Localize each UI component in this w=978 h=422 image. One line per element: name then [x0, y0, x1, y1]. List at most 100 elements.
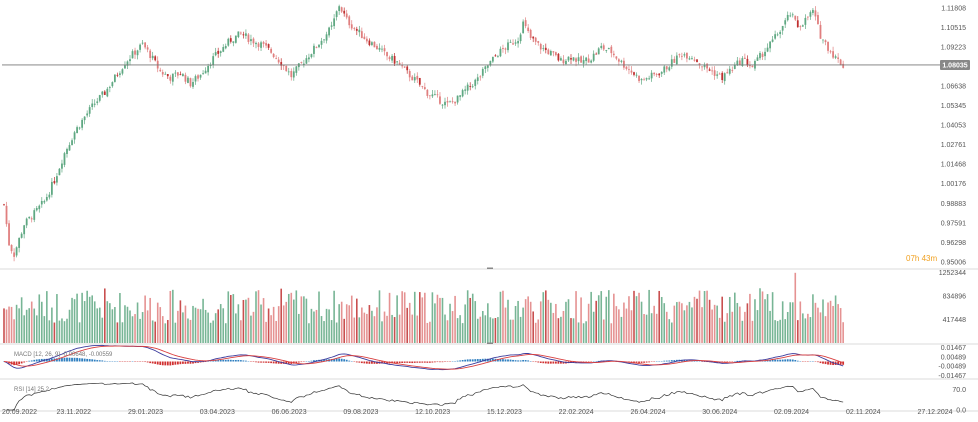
macd-histogram-bar — [185, 362, 187, 364]
volume-tick-label: 834896 — [943, 294, 966, 301]
candle-body — [192, 82, 194, 87]
volume-bar — [107, 301, 109, 343]
volume-bar — [369, 305, 371, 343]
candle-body — [474, 80, 476, 86]
volume-bar — [268, 308, 270, 343]
volume-bar — [590, 292, 592, 343]
candle-body — [457, 96, 459, 103]
candle-body — [404, 67, 406, 68]
volume-bar — [197, 309, 199, 343]
volume-bar — [573, 318, 575, 343]
macd-histogram-bar — [505, 359, 507, 361]
volume-bar — [422, 297, 424, 343]
volume-bar — [26, 310, 28, 343]
macd-histogram-bar — [366, 362, 368, 364]
volume-bar — [815, 303, 817, 343]
candle-body — [132, 51, 134, 58]
candle-body — [588, 58, 590, 62]
volume-bar — [432, 292, 434, 343]
candle-body — [424, 87, 426, 89]
candle-body — [547, 50, 549, 55]
candle-body — [817, 15, 819, 24]
candle-body — [396, 61, 398, 62]
candle-body — [694, 60, 696, 61]
macd-histogram-bar — [462, 360, 464, 362]
volume-bar — [71, 298, 73, 343]
macd-histogram-bar — [736, 361, 738, 362]
candle-body — [590, 61, 592, 63]
macd-legend: MACD [12, 26, 9] -0.00648, -0.00559 — [14, 352, 113, 358]
macd-histogram-bar — [149, 362, 151, 364]
volume-bar — [74, 299, 76, 343]
macd-histogram-bar — [311, 361, 313, 362]
volume-bar — [744, 312, 746, 343]
volume-bar — [485, 315, 487, 343]
candle-body — [394, 56, 396, 64]
rsi-panel — [7, 383, 844, 410]
x-tick-label: 02.09.2024 — [774, 409, 809, 416]
candle-body — [767, 48, 769, 52]
candle-body — [99, 95, 101, 101]
candle-body — [162, 72, 164, 74]
macd-histogram-bar — [23, 362, 25, 363]
macd-histogram-bar — [550, 362, 552, 364]
volume-bar — [66, 319, 68, 343]
volume-bar — [563, 311, 565, 343]
volume-bar — [807, 314, 809, 343]
volume-bar — [679, 302, 681, 343]
candle-body — [13, 252, 15, 256]
volume-bar — [442, 298, 444, 343]
volume-bar — [313, 312, 315, 343]
volume-bar — [505, 308, 507, 343]
macd-histogram-bar — [84, 359, 86, 362]
volume-bar — [187, 318, 189, 343]
volume-bar — [298, 314, 300, 343]
candle-body — [739, 60, 741, 65]
volume-bar — [500, 292, 502, 343]
volume-bar — [270, 315, 272, 343]
candle-body — [28, 217, 30, 218]
macd-histogram-bar — [545, 362, 547, 364]
candle-body — [517, 41, 519, 43]
price-tick-label: 0.96298 — [941, 240, 966, 247]
candle-body — [406, 67, 408, 71]
volume-bar — [419, 292, 421, 343]
candle-body — [69, 145, 71, 150]
candle-body — [600, 46, 602, 48]
macd-histogram-bar — [429, 362, 431, 363]
volume-bar — [99, 308, 101, 343]
macd-histogram-bar — [772, 360, 774, 362]
x-tick-label: 26.04.2024 — [630, 409, 665, 416]
macd-histogram-bar — [777, 360, 779, 362]
volume-bar — [44, 316, 46, 343]
candle-body — [537, 41, 539, 43]
volume-bar — [56, 294, 58, 343]
volume-bar — [447, 320, 449, 343]
volume-bar — [439, 298, 441, 343]
candle-body — [401, 65, 403, 66]
x-tick-label: 30.06.2024 — [702, 409, 737, 416]
candle-body — [384, 48, 386, 51]
candle-body — [416, 76, 418, 80]
candle-body — [782, 26, 784, 31]
candle-body — [492, 57, 494, 62]
volume-bar — [840, 308, 842, 343]
candle-body — [341, 7, 343, 11]
candle-body — [663, 66, 665, 72]
macd-histogram-bar — [270, 362, 272, 364]
volume-bar — [676, 302, 678, 343]
macd-histogram-bar — [421, 362, 423, 363]
macd-histogram-bar — [79, 358, 81, 361]
candle-body — [757, 57, 759, 60]
volume-bar — [638, 293, 640, 343]
volume-bar — [737, 303, 739, 343]
candle-body — [106, 89, 108, 97]
volume-bar — [782, 301, 784, 343]
macd-histogram-bar — [540, 362, 542, 363]
volume-bar — [729, 297, 731, 343]
volume-bar — [434, 303, 436, 343]
candle-body — [134, 50, 136, 54]
volume-bar — [842, 322, 844, 343]
candle-body — [792, 14, 794, 15]
